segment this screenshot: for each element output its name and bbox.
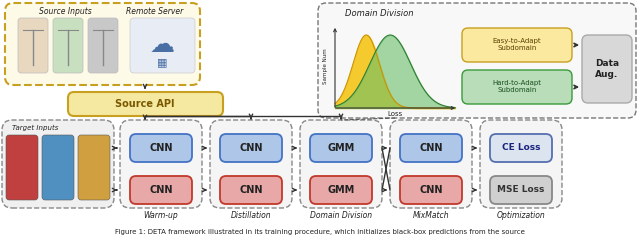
Text: CNN: CNN (419, 185, 443, 195)
FancyBboxPatch shape (130, 176, 192, 204)
Text: MixMatch: MixMatch (413, 211, 449, 219)
Text: CNN: CNN (239, 143, 263, 153)
FancyBboxPatch shape (18, 18, 48, 73)
Text: Domain Division: Domain Division (310, 211, 372, 219)
FancyBboxPatch shape (400, 134, 462, 162)
Text: CNN: CNN (149, 185, 173, 195)
Text: Sample Num: Sample Num (323, 48, 328, 84)
Text: Source Inputs: Source Inputs (38, 7, 92, 16)
Text: CNN: CNN (149, 143, 173, 153)
FancyBboxPatch shape (400, 176, 462, 204)
FancyBboxPatch shape (318, 3, 636, 118)
FancyBboxPatch shape (78, 135, 110, 200)
Text: ▦: ▦ (157, 57, 167, 67)
FancyBboxPatch shape (53, 18, 83, 73)
FancyBboxPatch shape (130, 18, 195, 73)
FancyBboxPatch shape (5, 3, 200, 85)
FancyBboxPatch shape (6, 135, 38, 200)
FancyBboxPatch shape (120, 120, 202, 208)
FancyBboxPatch shape (68, 92, 223, 116)
FancyBboxPatch shape (42, 135, 74, 200)
Text: MSE Loss: MSE Loss (497, 185, 545, 195)
Text: Easy-to-Adapt
Subdomain: Easy-to-Adapt Subdomain (493, 39, 541, 51)
FancyBboxPatch shape (88, 18, 118, 73)
Text: Distillation: Distillation (230, 211, 271, 219)
FancyBboxPatch shape (310, 134, 372, 162)
FancyBboxPatch shape (490, 176, 552, 204)
FancyBboxPatch shape (2, 120, 114, 208)
Text: CE Loss: CE Loss (502, 143, 540, 153)
FancyBboxPatch shape (220, 134, 282, 162)
Text: CNN: CNN (419, 143, 443, 153)
FancyBboxPatch shape (462, 70, 572, 104)
Text: Data
Aug.: Data Aug. (595, 59, 619, 79)
Text: Figure 1: DETA framework illustrated in its training procedure, which initialize: Figure 1: DETA framework illustrated in … (115, 229, 525, 235)
FancyBboxPatch shape (220, 176, 282, 204)
Text: ☁: ☁ (150, 33, 175, 57)
FancyBboxPatch shape (480, 120, 562, 208)
Text: Source API: Source API (115, 99, 175, 109)
Text: Remote Server: Remote Server (126, 7, 184, 16)
Text: Target Inputs: Target Inputs (12, 125, 58, 131)
FancyBboxPatch shape (490, 134, 552, 162)
FancyBboxPatch shape (310, 176, 372, 204)
FancyBboxPatch shape (210, 120, 292, 208)
Text: Warm-up: Warm-up (143, 211, 179, 219)
Text: Loss: Loss (387, 111, 403, 117)
Text: Optimization: Optimization (497, 211, 545, 219)
Text: CNN: CNN (239, 185, 263, 195)
Text: GMM: GMM (328, 185, 355, 195)
FancyBboxPatch shape (130, 134, 192, 162)
Text: GMM: GMM (328, 143, 355, 153)
FancyBboxPatch shape (462, 28, 572, 62)
FancyBboxPatch shape (300, 120, 382, 208)
FancyBboxPatch shape (582, 35, 632, 103)
Text: Domain Division: Domain Division (345, 9, 413, 17)
FancyBboxPatch shape (390, 120, 472, 208)
Text: Hard-to-Adapt
Subdomain: Hard-to-Adapt Subdomain (493, 80, 541, 93)
